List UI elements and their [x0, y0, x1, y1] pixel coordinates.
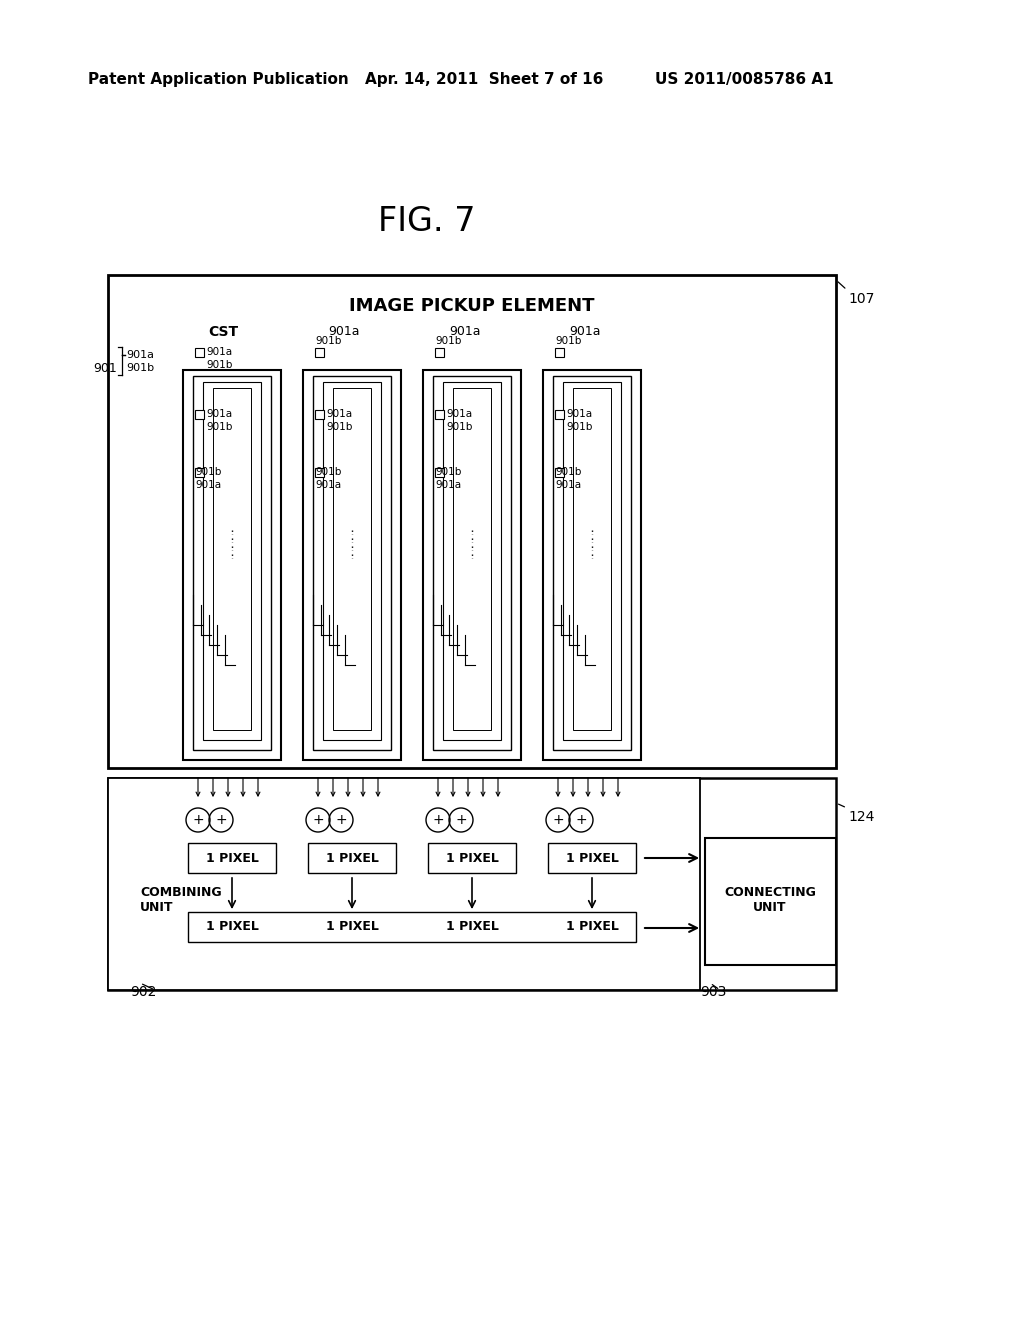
- Text: +: +: [552, 813, 564, 828]
- Text: 901b: 901b: [206, 360, 232, 370]
- Text: 901b: 901b: [326, 422, 352, 432]
- Text: +: +: [456, 813, 467, 828]
- Text: 901b: 901b: [315, 467, 341, 477]
- Bar: [315, 469, 324, 477]
- Text: IMAGE PICKUP ELEMENT: IMAGE PICKUP ELEMENT: [349, 297, 595, 315]
- Bar: [188, 912, 636, 942]
- Text: +: +: [312, 813, 324, 828]
- Text: 901a: 901a: [328, 325, 359, 338]
- Text: 901a: 901a: [569, 325, 600, 338]
- Text: COMBINING
UNIT: COMBINING UNIT: [140, 886, 221, 913]
- Text: 1 PIXEL: 1 PIXEL: [445, 851, 499, 865]
- Bar: [433, 376, 511, 750]
- Bar: [108, 275, 836, 768]
- Text: 902: 902: [130, 985, 157, 999]
- Bar: [573, 388, 611, 730]
- Text: 1 PIXEL: 1 PIXEL: [206, 920, 258, 933]
- Bar: [705, 838, 836, 965]
- Text: 901b: 901b: [446, 422, 472, 432]
- Text: 901b: 901b: [195, 467, 221, 477]
- Text: CST: CST: [208, 325, 239, 339]
- Text: 1 PIXEL: 1 PIXEL: [565, 920, 618, 933]
- Text: 901b: 901b: [566, 422, 592, 432]
- Text: +: +: [215, 813, 226, 828]
- Text: 901a: 901a: [315, 480, 341, 490]
- Text: 901b: 901b: [435, 337, 462, 346]
- Bar: [435, 411, 444, 418]
- Text: 901a: 901a: [126, 350, 154, 360]
- Text: 1 PIXEL: 1 PIXEL: [206, 851, 258, 865]
- Bar: [183, 370, 281, 760]
- Bar: [435, 469, 444, 477]
- Bar: [193, 376, 271, 750]
- Bar: [563, 381, 621, 741]
- Text: +: +: [575, 813, 587, 828]
- Text: 901a: 901a: [195, 480, 221, 490]
- Text: 1 PIXEL: 1 PIXEL: [326, 851, 379, 865]
- Text: 1 PIXEL: 1 PIXEL: [445, 920, 499, 933]
- Bar: [548, 843, 636, 873]
- Text: +: +: [335, 813, 347, 828]
- Text: FIG. 7: FIG. 7: [378, 205, 475, 238]
- Text: 1 PIXEL: 1 PIXEL: [565, 851, 618, 865]
- Text: Apr. 14, 2011  Sheet 7 of 16: Apr. 14, 2011 Sheet 7 of 16: [365, 73, 603, 87]
- Text: Patent Application Publication: Patent Application Publication: [88, 73, 349, 87]
- Bar: [555, 348, 564, 356]
- Bar: [553, 376, 631, 750]
- Text: 901a: 901a: [449, 325, 480, 338]
- Text: 903: 903: [700, 985, 726, 999]
- Bar: [428, 843, 516, 873]
- Text: 901b: 901b: [555, 337, 582, 346]
- Text: 901a: 901a: [206, 409, 232, 418]
- Bar: [195, 469, 204, 477]
- Bar: [195, 411, 204, 418]
- Bar: [108, 777, 836, 990]
- Bar: [435, 348, 444, 356]
- Bar: [543, 370, 641, 760]
- Text: 901a: 901a: [326, 409, 352, 418]
- Text: 901b: 901b: [126, 363, 155, 374]
- Text: 901b: 901b: [555, 467, 582, 477]
- Bar: [313, 376, 391, 750]
- Text: +: +: [193, 813, 204, 828]
- Text: 1 PIXEL: 1 PIXEL: [326, 920, 379, 933]
- Text: 107: 107: [848, 292, 874, 306]
- Text: 901b: 901b: [315, 337, 341, 346]
- Text: 901b: 901b: [435, 467, 462, 477]
- Text: 901a: 901a: [435, 480, 461, 490]
- Text: 901a: 901a: [555, 480, 582, 490]
- Text: 901: 901: [93, 362, 117, 375]
- Text: US 2011/0085786 A1: US 2011/0085786 A1: [655, 73, 834, 87]
- Text: CONNECTING
UNIT: CONNECTING UNIT: [724, 886, 816, 913]
- Bar: [303, 370, 401, 760]
- Bar: [423, 370, 521, 760]
- Text: +: +: [432, 813, 443, 828]
- Text: 124: 124: [848, 810, 874, 824]
- Text: 901b: 901b: [206, 422, 232, 432]
- Bar: [453, 388, 490, 730]
- Bar: [323, 381, 381, 741]
- Bar: [308, 843, 396, 873]
- Bar: [555, 469, 564, 477]
- Bar: [315, 411, 324, 418]
- Text: 901a: 901a: [566, 409, 592, 418]
- Bar: [555, 411, 564, 418]
- Bar: [203, 381, 261, 741]
- Bar: [108, 777, 700, 990]
- Bar: [443, 381, 501, 741]
- Bar: [315, 348, 324, 356]
- Bar: [188, 843, 276, 873]
- Text: 901a: 901a: [446, 409, 472, 418]
- Bar: [195, 348, 204, 356]
- Bar: [333, 388, 371, 730]
- Bar: [213, 388, 251, 730]
- Text: 901a: 901a: [206, 347, 232, 356]
